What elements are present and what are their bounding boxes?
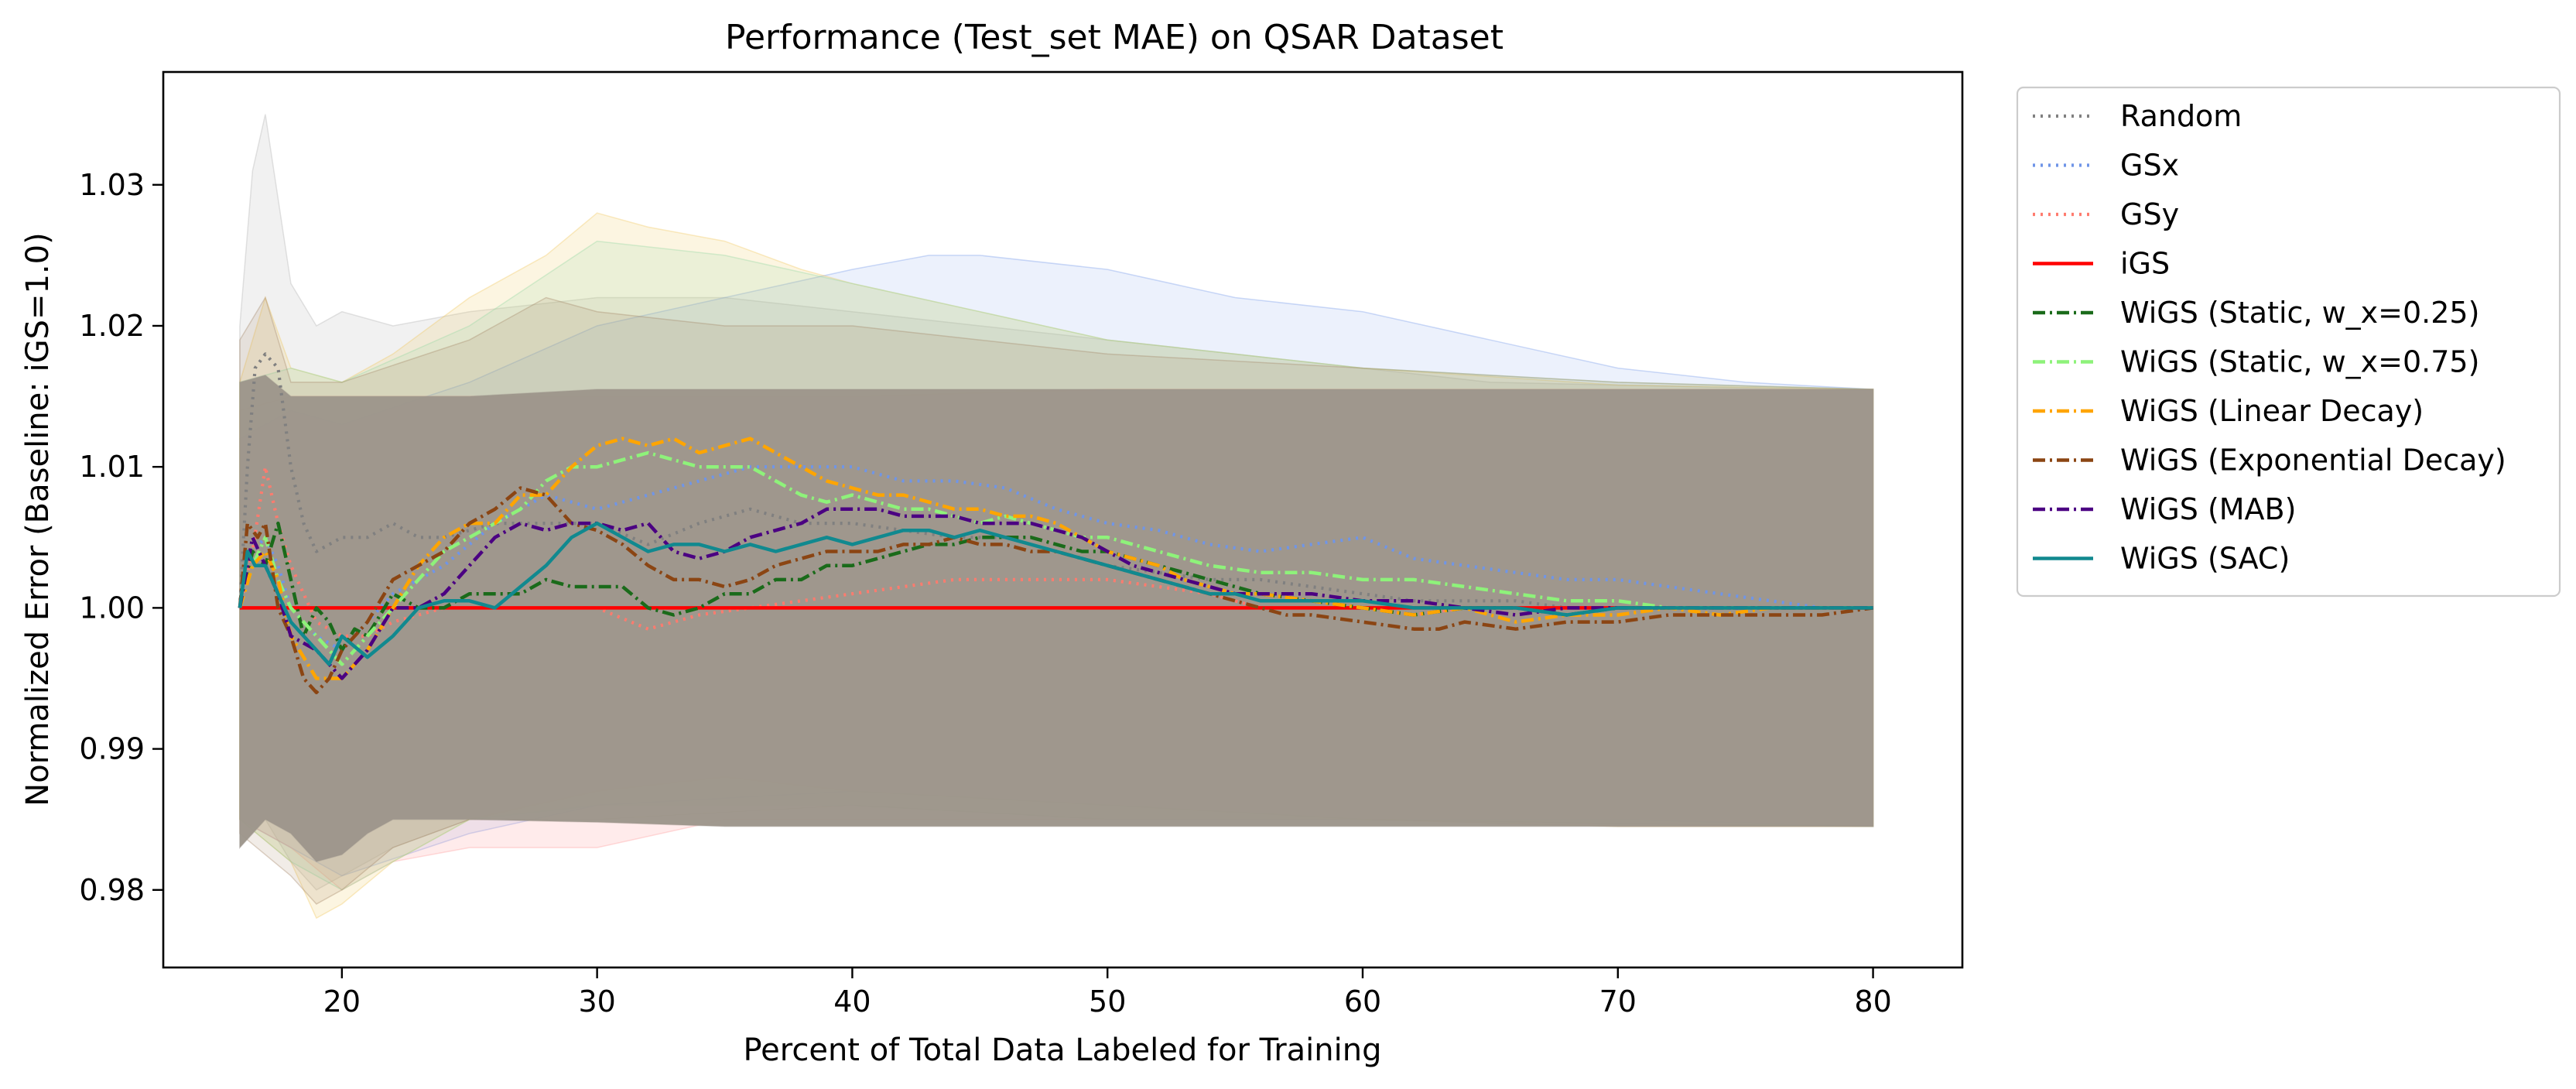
confidence-band-6 [239, 374, 1874, 863]
x-axis: 20 30 40 50 60 70 80 [323, 967, 1892, 1019]
chart-title: Performance (Test_set MAE) on QSAR Datas… [725, 18, 1504, 57]
legend-label-gsy: GSy [2120, 197, 2179, 231]
x-tick-label: 60 [1344, 985, 1381, 1019]
x-tick-label: 20 [323, 985, 361, 1019]
legend-label-wigs-sac: WiGS (SAC) [2120, 542, 2290, 576]
y-tick-label: 1.02 [79, 309, 145, 343]
y-tick-label: 1.00 [79, 591, 145, 625]
legend: Random GSx GSy iGS WiGS (Static, w_x=0.25) Wi… [2016, 86, 2561, 598]
x-tick-label: 80 [1854, 985, 1891, 1019]
legend-label-wigs-static-w-x-0-75: WiGS (Static, w_x=0.75) [2120, 345, 2479, 379]
y-axis: 0.98 0.99 1.00 1.01 1.02 1.03 [79, 168, 163, 907]
legend-label-igs: iGS [2120, 247, 2170, 281]
y-axis-label: Normalized Error (Baseline: iGS=1.0) [20, 232, 56, 806]
series-line-random [238, 352, 1873, 610]
series-line-wigs-static-w-x-0-75 [238, 450, 1873, 666]
legend-label-wigs-exponential-decay: WiGS (Exponential Decay) [2120, 443, 2506, 478]
series-line-wigs-sac [238, 521, 1873, 666]
legend-label-wigs-linear-decay: WiGS (Linear Decay) [2120, 394, 2424, 428]
y-tick-label: 0.99 [79, 732, 145, 766]
legend-label-wigs-mab: WiGS (MAB) [2120, 492, 2296, 526]
legend-box [2016, 86, 2561, 598]
series-lines [238, 352, 1873, 694]
series-line-gsy [238, 465, 1873, 638]
x-tick-label: 70 [1599, 985, 1637, 1019]
legend-label-random: Random [2120, 99, 2242, 133]
series-line-wigs-exponential-decay [238, 486, 1873, 694]
x-axis-label: Percent of Total Data Labeled for Traini… [743, 1032, 1381, 1068]
legend-label-wigs-static-w-x-0-25: WiGS (Static, w_x=0.25) [2120, 296, 2479, 330]
confidence-bands [239, 114, 1874, 919]
y-tick-label: 1.03 [79, 168, 145, 202]
legend-label-gsx: GSx [2120, 149, 2179, 183]
y-tick-label: 1.01 [79, 450, 145, 484]
y-tick-label: 0.98 [79, 873, 145, 907]
x-tick-label: 30 [578, 985, 615, 1019]
x-tick-label: 50 [1089, 985, 1126, 1019]
x-tick-label: 40 [833, 985, 871, 1019]
plot-frame [162, 70, 1964, 969]
